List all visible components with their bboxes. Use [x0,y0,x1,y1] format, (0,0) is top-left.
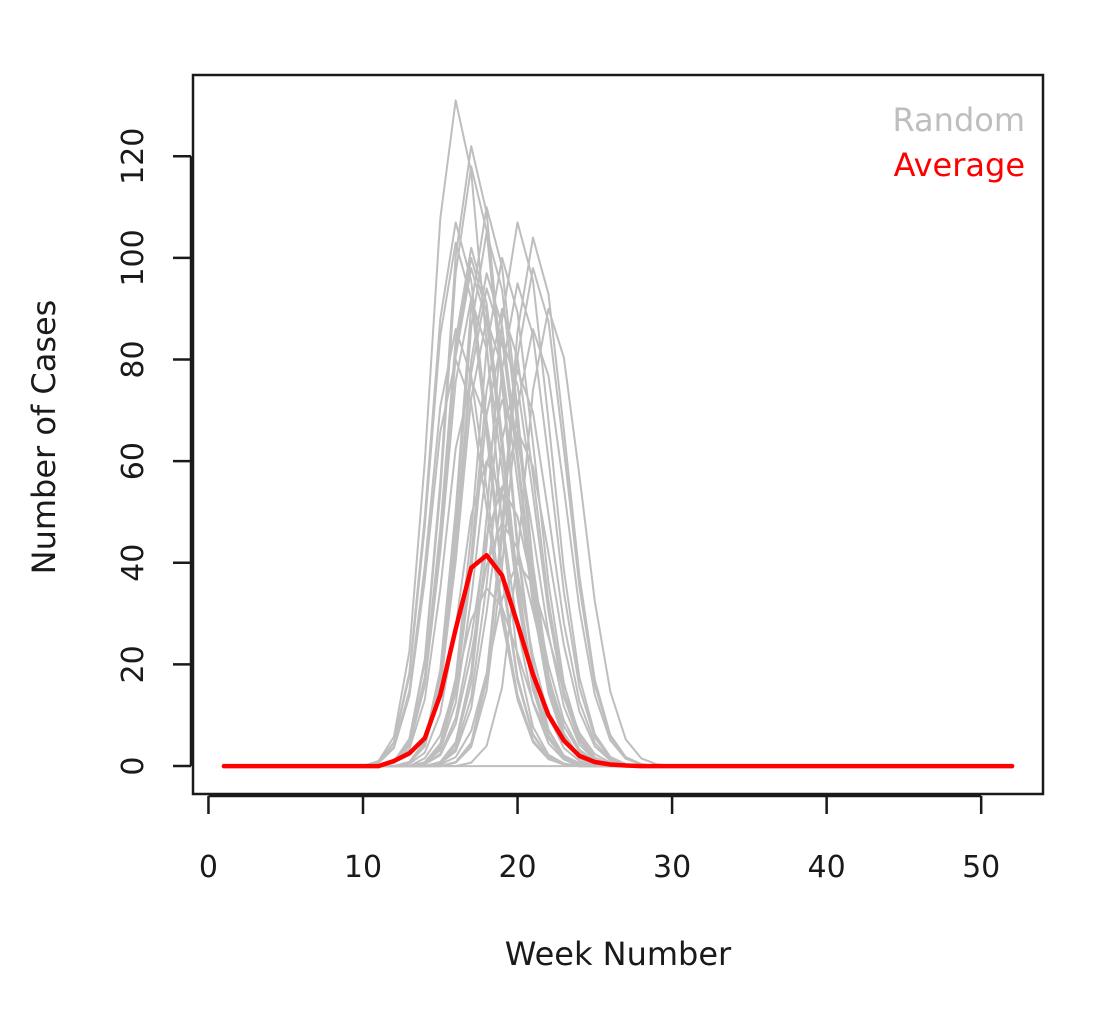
x-tick-label: 50 [962,850,1000,885]
x-tick-label: 40 [808,850,846,885]
y-tick-label: 20 [116,645,151,683]
x-tick-label: 0 [199,850,218,885]
y-tick-label: 80 [116,340,151,378]
legend-label-average: Average [894,146,1025,184]
average-series-line [221,552,1015,769]
x-tick-label: 10 [344,850,382,885]
y-axis: 0 20 40 60 80 100 120 [116,128,193,776]
y-tick-label: 40 [116,544,151,582]
y-tick-label: 100 [116,229,151,286]
y-axis-title: Number of Cases [25,300,63,575]
y-tick-label: 0 [116,757,151,776]
x-axis-title: Week Number [505,935,732,973]
legend-label-random: Random [893,101,1025,139]
y-tick-label: 60 [116,442,151,480]
plot-frame [191,73,1045,796]
x-tick-label: 20 [498,850,536,885]
x-tick-label: 30 [653,850,691,885]
y-tick-label: 120 [116,128,151,185]
x-axis: 0 10 20 30 40 50 [199,794,1000,885]
